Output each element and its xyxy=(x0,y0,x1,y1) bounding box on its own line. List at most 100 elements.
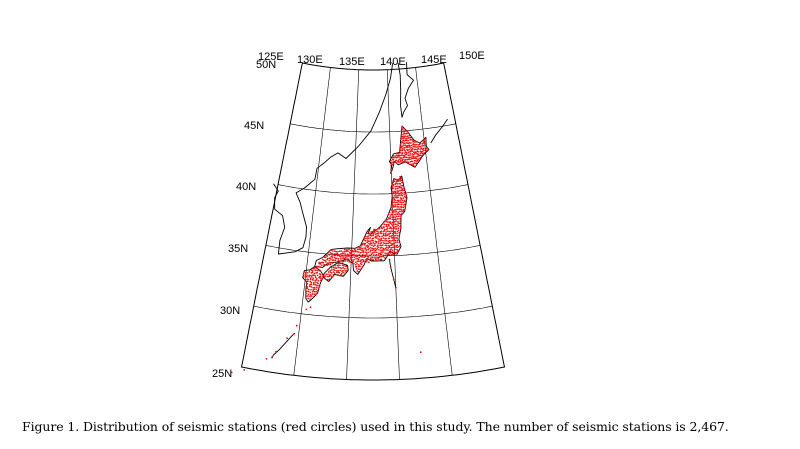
station-marker-738 xyxy=(402,201,405,204)
sakhalin-coast xyxy=(397,62,414,118)
station-marker-728 xyxy=(400,203,403,206)
station-marker-163 xyxy=(357,268,360,270)
station-marker-380 xyxy=(382,251,384,253)
station-marker-953 xyxy=(424,149,427,152)
station-marker-516 xyxy=(388,239,391,242)
station-marker-496 xyxy=(393,242,396,245)
coastlines xyxy=(271,62,448,359)
longitude-label-145e: 145E xyxy=(421,54,447,66)
station-marker-244 xyxy=(340,258,342,260)
station-marker-710 xyxy=(403,208,406,211)
station-marker-438 xyxy=(379,247,382,249)
station-marker-250 xyxy=(349,258,352,260)
station-marker-3 xyxy=(307,295,309,297)
station-marker-212 xyxy=(332,259,335,262)
station-marker-1048 xyxy=(402,137,405,140)
station-marker-383 xyxy=(387,252,390,255)
station-marker-140 xyxy=(335,269,338,272)
station-marker-242 xyxy=(336,257,338,260)
station-marker-1008 xyxy=(412,143,415,145)
station-marker-119 xyxy=(316,269,319,272)
station-marker-822 xyxy=(396,178,399,181)
station-marker-947 xyxy=(416,150,419,153)
station-marker-351 xyxy=(335,250,338,253)
station-marker-303 xyxy=(378,256,381,258)
station-marker-759 xyxy=(403,195,406,198)
station-marker-43 xyxy=(307,280,309,283)
station-marker-839 xyxy=(415,162,418,164)
station-marker-66 xyxy=(311,276,313,278)
station-marker-419 xyxy=(390,248,392,251)
station-marker-735 xyxy=(397,201,400,203)
station-marker-1058 xyxy=(404,135,407,137)
station-marker-977 xyxy=(426,147,429,149)
station-marker-1005 xyxy=(409,144,412,147)
station-marker-141 xyxy=(337,270,340,272)
station-marker-513 xyxy=(384,239,386,242)
station-marker-270 xyxy=(325,254,327,257)
station-marker-944 xyxy=(412,151,415,154)
station-marker-769 xyxy=(405,193,407,196)
station-marker-454 xyxy=(365,245,367,247)
station-marker-1035 xyxy=(402,139,405,142)
station-marker-15 xyxy=(309,291,311,294)
station-marker-488 xyxy=(380,242,383,244)
station-marker-279 xyxy=(339,256,342,258)
station-marker-207 xyxy=(324,259,327,262)
station-marker-763 xyxy=(396,195,398,197)
station-marker-1021 xyxy=(404,142,406,145)
station-marker-260 xyxy=(366,259,368,262)
station-marker-650 xyxy=(398,222,401,225)
station-marker-711 xyxy=(390,206,393,209)
station-marker-437 xyxy=(377,246,380,249)
station-marker-439 xyxy=(381,246,383,249)
parallel-40n xyxy=(277,184,469,195)
station-marker-424 xyxy=(356,246,359,249)
station-marker-322 xyxy=(351,253,354,256)
station-marker-335 xyxy=(372,254,375,256)
latitude-label-35n: 35N xyxy=(228,243,248,255)
station-marker-514 xyxy=(385,239,388,242)
station-marker-1011 xyxy=(417,143,420,146)
station-marker-893 xyxy=(403,156,406,158)
station-marker-68 xyxy=(314,276,317,279)
station-marker-162 xyxy=(355,267,358,270)
station-marker-342 xyxy=(384,254,387,257)
station-marker-758 xyxy=(402,197,405,199)
station-marker-912 xyxy=(399,154,402,157)
station-marker-1083 xyxy=(389,266,392,268)
station-marker-829 xyxy=(391,166,394,169)
station-marker-719 xyxy=(402,206,405,209)
station-marker-355 xyxy=(342,251,344,253)
station-marker-1028 xyxy=(412,140,415,143)
station-marker-590 xyxy=(371,230,374,233)
station-marker-19 xyxy=(306,287,309,290)
station-marker-573 xyxy=(377,232,380,235)
station-marker-934 xyxy=(399,151,402,154)
station-marker-130 xyxy=(342,271,345,274)
station-marker-561 xyxy=(391,234,394,237)
station-marker-623 xyxy=(395,227,398,230)
station-marker-861 xyxy=(390,159,392,162)
station-marker-570 xyxy=(372,232,375,235)
station-marker-941 xyxy=(408,151,411,153)
station-marker-506 xyxy=(372,239,375,242)
station-marker-637 xyxy=(397,224,400,227)
station-marker-631 xyxy=(388,225,390,227)
station-marker-543 xyxy=(396,237,399,239)
station-marker-601 xyxy=(388,230,391,233)
station-marker-651 xyxy=(383,221,386,223)
station-marker-75 xyxy=(302,273,305,276)
station-marker-868 xyxy=(399,159,402,161)
station-marker-880 xyxy=(415,157,418,160)
station-marker-1030 xyxy=(415,141,418,143)
station-marker-404 xyxy=(365,249,368,251)
station-marker-309 xyxy=(330,252,333,255)
station-marker-232 xyxy=(366,260,368,263)
station-marker-525 xyxy=(367,237,370,240)
station-marker-937 xyxy=(403,152,406,155)
station-marker-315 xyxy=(340,252,342,255)
station-marker-528 xyxy=(372,237,375,240)
station-marker-96 xyxy=(308,271,311,273)
station-marker-697 xyxy=(398,210,401,213)
